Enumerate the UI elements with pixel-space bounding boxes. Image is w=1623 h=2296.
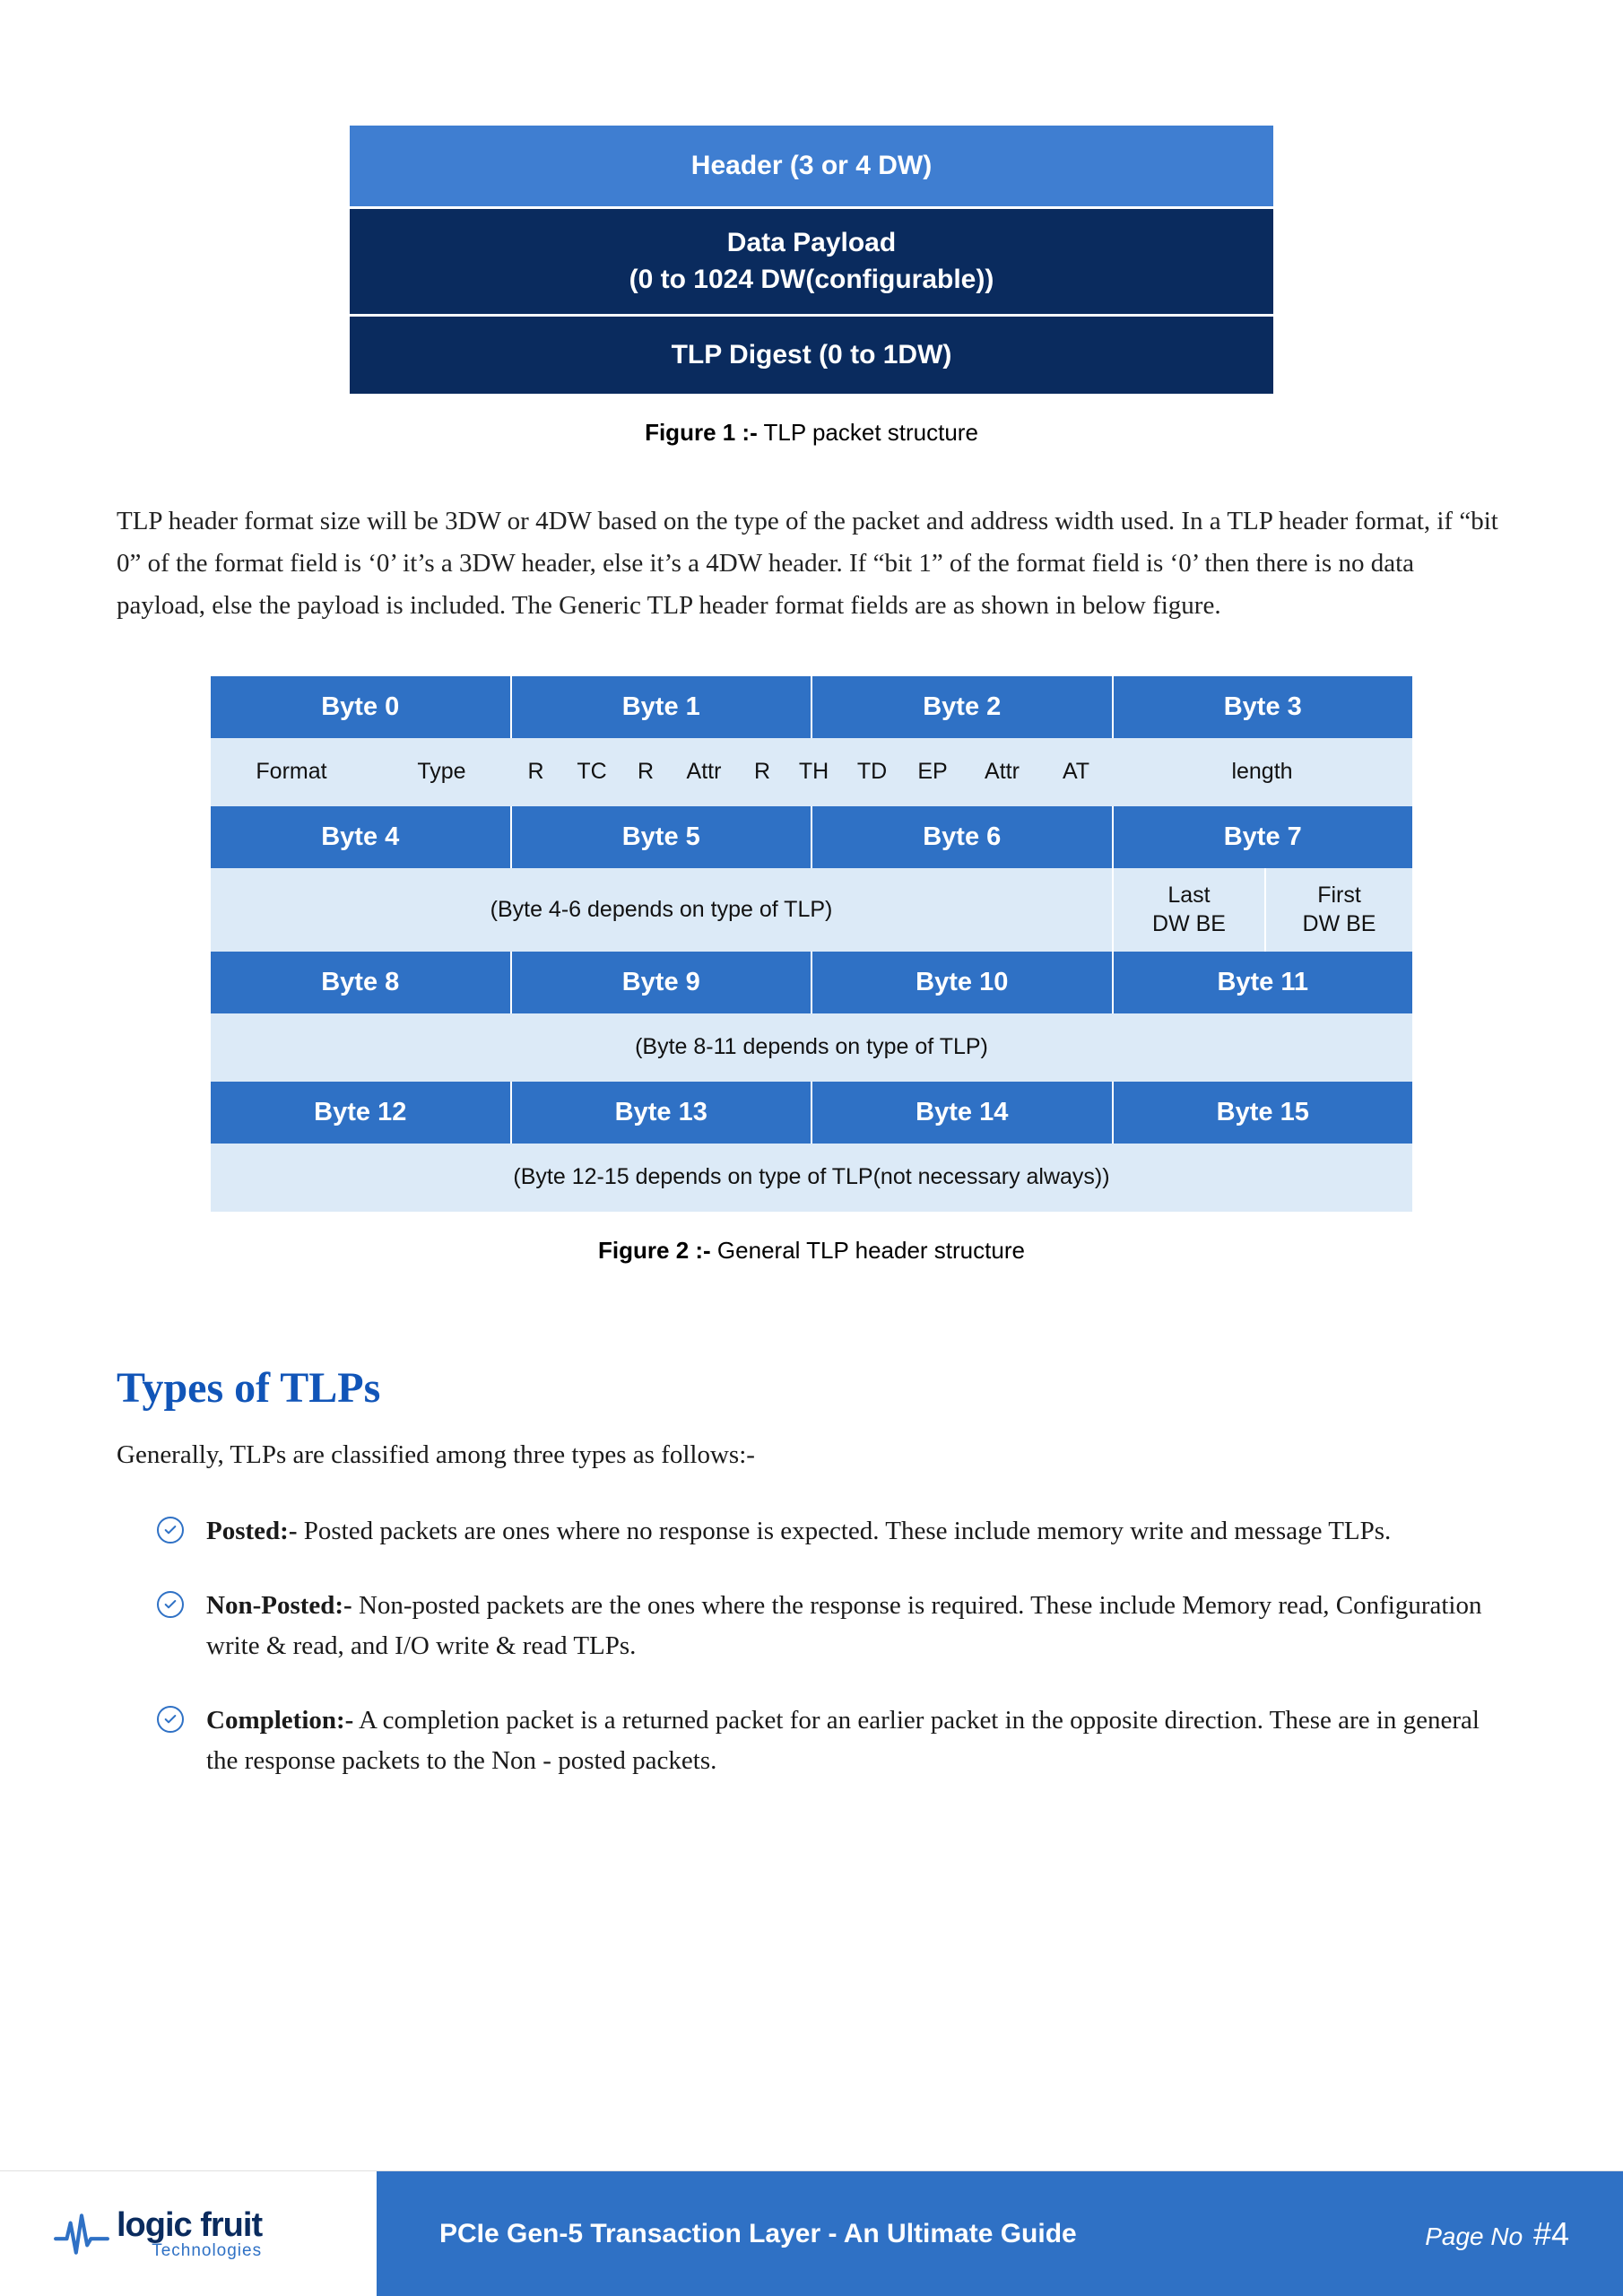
table-header-cell: Byte 5	[512, 806, 813, 868]
logo-pulse-icon	[54, 2206, 109, 2262]
page-footer: logic fruit Technologies PCIe Gen-5 Tran…	[0, 2170, 1623, 2296]
footer-logo: logic fruit Technologies	[0, 2171, 377, 2296]
list-item: Completion:- A completion packet is a re…	[157, 1700, 1506, 1781]
list-item-title: Posted:-	[206, 1517, 297, 1545]
fig1-caption-label: Figure 1 :-	[645, 419, 758, 446]
fig1-digest-row: TLP Digest (0 to 1DW)	[350, 317, 1273, 394]
fig1-payload-line2: (0 to 1024 DW(configurable))	[350, 262, 1273, 299]
footer-page-number: Page No #4	[1425, 2215, 1569, 2253]
field-line: DW BE	[1114, 909, 1264, 939]
table-header-cell: Byte 13	[512, 1082, 813, 1144]
table-header-cell: Byte 4	[211, 806, 512, 868]
logo-text-sub: Technologies	[117, 2242, 262, 2259]
table-header-cell: Byte 12	[211, 1082, 512, 1144]
list-item-title: Non-Posted:-	[206, 1591, 352, 1620]
table-header-cell: Byte 1	[512, 676, 813, 738]
table-header-cell: Byte 8	[211, 952, 512, 1013]
field-type: Type	[372, 739, 511, 804]
table-header-cell: Byte 9	[512, 952, 813, 1013]
footer-page-num: #4	[1533, 2215, 1569, 2252]
field-line: Last	[1114, 881, 1264, 910]
footer-document-title: PCIe Gen-5 Transaction Layer - An Ultima…	[439, 2219, 1077, 2249]
field-r: R	[740, 739, 785, 804]
table-header-cell: Byte 0	[211, 676, 512, 738]
table-header-cell: Byte 10	[812, 952, 1114, 1013]
section-heading-types-of-tlps: Types of TLPs	[117, 1363, 1506, 1413]
figure-1-caption: Figure 1 :- TLP packet structure	[117, 419, 1506, 447]
fig2-caption-label: Figure 2 :-	[598, 1237, 711, 1264]
table-data-row-fields: Format Type R TC R Attr R TH TD EP Attr …	[211, 738, 1412, 806]
table-header-cell: Byte 7	[1114, 806, 1413, 868]
table-data-row-byte4-7: (Byte 4-6 depends on type of TLP) Last D…	[211, 868, 1412, 952]
table-header-cell: Byte 3	[1114, 676, 1413, 738]
fig1-payload-row: Data Payload (0 to 1024 DW(configurable)…	[350, 209, 1273, 317]
list-item-body: Posted packets are ones where no respons…	[297, 1517, 1391, 1545]
field-r: R	[623, 739, 668, 804]
table-header-cell: Byte 6	[812, 806, 1114, 868]
table-data-row-byte8-11: (Byte 8-11 depends on type of TLP)	[211, 1013, 1412, 1082]
check-circle-icon	[157, 1591, 184, 1618]
fig1-payload-line1: Data Payload	[350, 225, 1273, 262]
figure-2-tlp-header-table: Byte 0 Byte 1 Byte 2 Byte 3 Format Type …	[211, 676, 1412, 1212]
field-tc: TC	[560, 739, 623, 804]
field-ep: EP	[901, 739, 964, 804]
field-r: R	[511, 739, 560, 804]
field-attr: Attr	[668, 739, 740, 804]
bullet-list-tlp-types: Posted:- Posted packets are ones where n…	[117, 1511, 1506, 1781]
field-depends-8-11: (Byte 8-11 depends on type of TLP)	[635, 1034, 988, 1060]
table-header-cell: Byte 2	[812, 676, 1114, 738]
table-data-row-byte12-15: (Byte 12-15 depends on type of TLP(not n…	[211, 1144, 1412, 1212]
field-last-dw-be: Last DW BE	[1112, 868, 1264, 952]
field-at: AT	[1040, 739, 1112, 804]
logo-text-main: logic fruit	[117, 2208, 262, 2242]
check-circle-icon	[157, 1517, 184, 1544]
field-th: TH	[785, 739, 843, 804]
fig1-header-row: Header (3 or 4 DW)	[350, 126, 1273, 209]
table-header-row-3: Byte 12 Byte 13 Byte 14 Byte 15	[211, 1082, 1412, 1144]
figure-1-tlp-structure: Header (3 or 4 DW) Data Payload (0 to 10…	[350, 126, 1273, 394]
footer-page-label: Page No	[1425, 2222, 1530, 2250]
field-format: Format	[211, 739, 372, 804]
table-header-row-1: Byte 4 Byte 5 Byte 6 Byte 7	[211, 806, 1412, 868]
section-intro: Generally, TLPs are classified among thr…	[117, 1434, 1506, 1475]
table-header-cell: Byte 11	[1114, 952, 1413, 1013]
list-item: Non-Posted:- Non-posted packets are the …	[157, 1586, 1506, 1666]
field-length: length	[1112, 739, 1412, 804]
body-paragraph-1: TLP header format size will be 3DW or 4D…	[117, 500, 1506, 627]
field-line: DW BE	[1266, 909, 1412, 939]
list-item: Posted:- Posted packets are ones where n…	[157, 1511, 1506, 1552]
footer-bar: PCIe Gen-5 Transaction Layer - An Ultima…	[377, 2171, 1623, 2296]
table-header-cell: Byte 15	[1114, 1082, 1413, 1144]
field-depends-12-15: (Byte 12-15 depends on type of TLP(not n…	[513, 1164, 1109, 1190]
field-first-dw-be: First DW BE	[1264, 868, 1412, 952]
check-circle-icon	[157, 1706, 184, 1733]
fig2-caption-text: General TLP header structure	[711, 1237, 1025, 1264]
list-item-body: Non-posted packets are the ones where th…	[206, 1591, 1481, 1660]
table-header-cell: Byte 14	[812, 1082, 1114, 1144]
field-line: First	[1266, 881, 1412, 910]
table-header-row-2: Byte 8 Byte 9 Byte 10 Byte 11	[211, 952, 1412, 1013]
list-item-title: Completion:-	[206, 1706, 353, 1735]
fig1-caption-text: TLP packet structure	[758, 419, 978, 446]
field-td: TD	[843, 739, 901, 804]
figure-2-caption: Figure 2 :- General TLP header structure	[117, 1237, 1506, 1265]
field-attr: Attr	[964, 739, 1040, 804]
field-depends-4-6: (Byte 4-6 depends on type of TLP)	[211, 874, 1112, 946]
table-header-row-0: Byte 0 Byte 1 Byte 2 Byte 3	[211, 676, 1412, 738]
list-item-body: A completion packet is a returned packet…	[206, 1706, 1480, 1775]
